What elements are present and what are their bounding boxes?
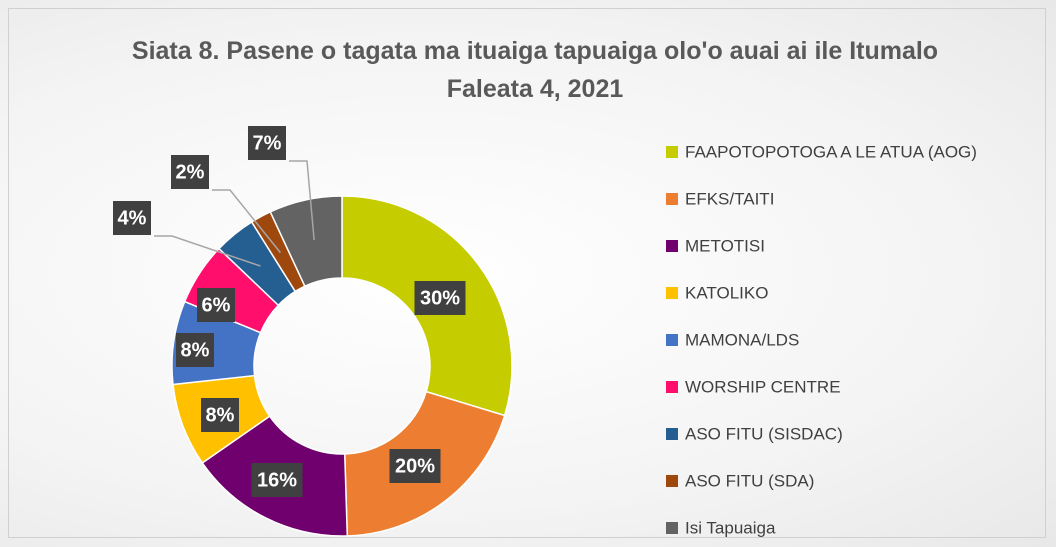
legend-label: Isi Tapuaiga [685, 518, 776, 537]
legend-swatch [666, 334, 678, 346]
chart-title: Siata 8. Pasene o tagata ma ituaiga tapu… [131, 37, 939, 103]
legend-label: MAMONA/LDS [685, 330, 799, 349]
leader-line [154, 235, 261, 267]
legend-swatch [666, 522, 678, 534]
leader-line [212, 189, 282, 254]
data-label-box [248, 126, 286, 160]
chart-frame [8, 8, 1046, 538]
legend-label: FAAPOTOPOTOGA A LE ATUA (AOG) [685, 142, 977, 161]
data-label: 20% [395, 455, 435, 477]
data-label-box [171, 155, 209, 189]
legend-label: ASO FITU (SDA) [685, 471, 814, 490]
data-label: 8% [181, 339, 210, 361]
legend-swatch [666, 287, 678, 299]
legend-label: WORSHIP CENTRE [685, 377, 841, 396]
legend-swatch [666, 475, 678, 487]
donut-slice [269, 195, 343, 288]
data-label-box [113, 201, 151, 235]
leader-line [289, 160, 315, 241]
data-label-box [197, 288, 235, 322]
legend-swatch [666, 146, 678, 158]
data-label-box [251, 463, 303, 497]
data-label-box [389, 449, 441, 483]
data-label: 7% [253, 132, 282, 154]
data-label-box [414, 281, 466, 315]
legend-label: EFKS/TAITI [685, 189, 774, 208]
data-label: 4% [118, 207, 147, 229]
legend-label: METOTISI [685, 236, 765, 255]
data-label: 16% [257, 469, 297, 491]
legend-label: KATOLIKO [685, 283, 768, 302]
data-label-box [201, 398, 239, 432]
data-label-box [176, 333, 214, 367]
legend-swatch [666, 381, 678, 393]
data-label: 6% [202, 294, 231, 316]
legend-swatch [666, 240, 678, 252]
data-label: 8% [206, 404, 235, 426]
data-label: 2% [176, 161, 205, 183]
data-label: 30% [420, 287, 460, 309]
legend-swatch [666, 193, 678, 205]
legend-label: ASO FITU (SISDAC) [685, 424, 843, 443]
legend-swatch [666, 428, 678, 440]
